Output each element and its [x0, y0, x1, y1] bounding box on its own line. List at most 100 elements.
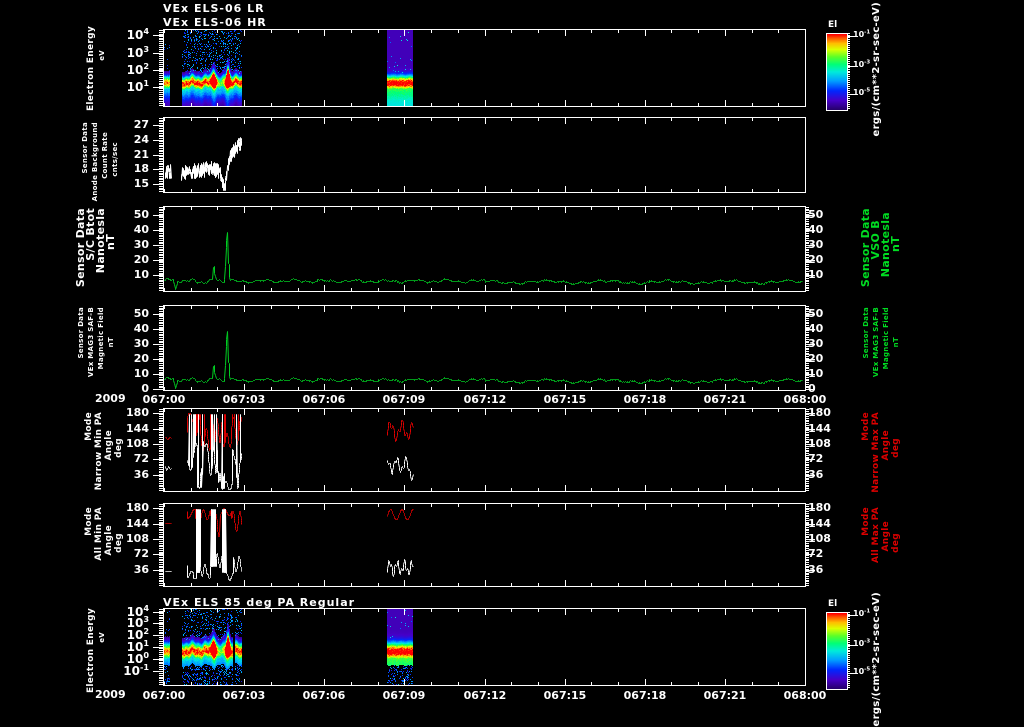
- x-minor-tick: [378, 409, 379, 412]
- x-minor-tick: [671, 118, 672, 121]
- x-minor-tick: [191, 103, 192, 106]
- x-minor-tick: [778, 409, 779, 412]
- figure-canvas: VEx ELS-06 LR VEx ELS-06 HR VEx ELS 85 d…: [74, 2, 902, 727]
- x-minor-tick: [698, 103, 699, 106]
- x-minor-tick: [511, 30, 512, 33]
- x-minor-tick: [752, 103, 753, 106]
- x-minor-tick: [164, 583, 165, 586]
- x-minor-tick: [431, 306, 432, 309]
- x-minor-tick: [244, 682, 245, 685]
- x-minor-tick: [538, 609, 539, 612]
- panel-3-y-rail-right: [805, 207, 816, 291]
- header-els-lr: VEx ELS-06 LR: [163, 2, 265, 15]
- x-minor-tick: [698, 189, 699, 192]
- x-minor-tick: [511, 609, 512, 612]
- x-minor-tick: [271, 583, 272, 586]
- x-tick: [485, 118, 486, 124]
- time-axis-tick-label: 067:09: [382, 689, 426, 702]
- x-minor-tick: [351, 189, 352, 192]
- x-minor-tick: [458, 583, 459, 586]
- x-minor-tick: [244, 189, 245, 192]
- x-minor-tick: [191, 504, 192, 507]
- colorbar-top-canvas: [827, 34, 847, 110]
- x-minor-tick: [511, 682, 512, 685]
- x-minor-tick: [565, 103, 566, 106]
- x-tick: [244, 609, 245, 615]
- x-tick: [324, 306, 325, 312]
- x-minor-tick: [618, 387, 619, 390]
- x-minor-tick: [778, 288, 779, 291]
- x-minor-tick: [698, 488, 699, 491]
- x-minor-tick: [217, 583, 218, 586]
- x-tick: [725, 409, 726, 415]
- year-label-middle: 2009: [95, 392, 126, 405]
- time-axis-tick-label: 067:03: [222, 393, 266, 406]
- x-minor-tick: [778, 30, 779, 33]
- x-minor-tick: [271, 488, 272, 491]
- x-minor-tick: [378, 583, 379, 586]
- x-minor-tick: [511, 488, 512, 491]
- x-minor-tick: [244, 488, 245, 491]
- x-minor-tick: [217, 504, 218, 507]
- x-tick: [404, 30, 405, 36]
- x-tick: [244, 409, 245, 415]
- x-minor-tick: [431, 387, 432, 390]
- x-minor-tick: [351, 118, 352, 121]
- spectrogram-els-06: [164, 30, 805, 106]
- x-tick: [645, 207, 646, 213]
- x-minor-tick: [351, 288, 352, 291]
- x-minor-tick: [217, 682, 218, 685]
- x-minor-tick: [164, 504, 165, 507]
- x-minor-tick: [485, 207, 486, 210]
- x-minor-tick: [351, 409, 352, 412]
- colorbar-top-title: El: [828, 20, 838, 30]
- x-minor-tick: [324, 504, 325, 507]
- x-minor-tick: [591, 288, 592, 291]
- x-minor-tick: [351, 207, 352, 210]
- x-minor-tick: [752, 488, 753, 491]
- x-minor-tick: [645, 609, 646, 612]
- x-minor-tick: [645, 207, 646, 210]
- panel-7-y-rail: [152, 609, 163, 685]
- x-minor-tick: [458, 504, 459, 507]
- x-tick: [645, 409, 646, 415]
- x-minor-tick: [271, 409, 272, 412]
- x-minor-tick: [458, 609, 459, 612]
- x-minor-tick: [485, 488, 486, 491]
- time-axis-tick-label: 067:06: [302, 393, 346, 406]
- colorbar-top-tick-0: 10-1: [853, 29, 871, 39]
- x-minor-tick: [698, 30, 699, 33]
- x-minor-tick: [217, 488, 218, 491]
- x-minor-tick: [565, 488, 566, 491]
- x-minor-tick: [378, 30, 379, 33]
- x-minor-tick: [725, 387, 726, 390]
- x-minor-tick: [404, 118, 405, 121]
- x-minor-tick: [591, 409, 592, 412]
- panel-5-y-rail-right: [805, 409, 816, 491]
- x-minor-tick: [538, 189, 539, 192]
- x-minor-tick: [271, 30, 272, 33]
- x-minor-tick: [351, 583, 352, 586]
- x-minor-tick: [351, 306, 352, 309]
- x-minor-tick: [538, 583, 539, 586]
- x-minor-tick: [645, 103, 646, 106]
- time-axis-tick-label: 068:00: [783, 689, 827, 702]
- x-minor-tick: [271, 189, 272, 192]
- line-vex-mag3-saf-b: [164, 306, 805, 390]
- panel-6-y-rail: [152, 504, 163, 586]
- x-minor-tick: [378, 682, 379, 685]
- x-tick: [324, 409, 325, 415]
- x-tick: [725, 504, 726, 510]
- x-minor-tick: [591, 488, 592, 491]
- time-axis-tick-label: 067:09: [382, 393, 426, 406]
- x-minor-tick: [778, 118, 779, 121]
- x-tick: [244, 118, 245, 124]
- x-tick: [324, 118, 325, 124]
- x-minor-tick: [511, 103, 512, 106]
- x-minor-tick: [485, 30, 486, 33]
- x-minor-tick: [752, 504, 753, 507]
- x-tick: [645, 609, 646, 615]
- colorbar-bottom-tick-2: 10-5: [853, 666, 871, 676]
- x-minor-tick: [404, 30, 405, 33]
- x-minor-tick: [458, 30, 459, 33]
